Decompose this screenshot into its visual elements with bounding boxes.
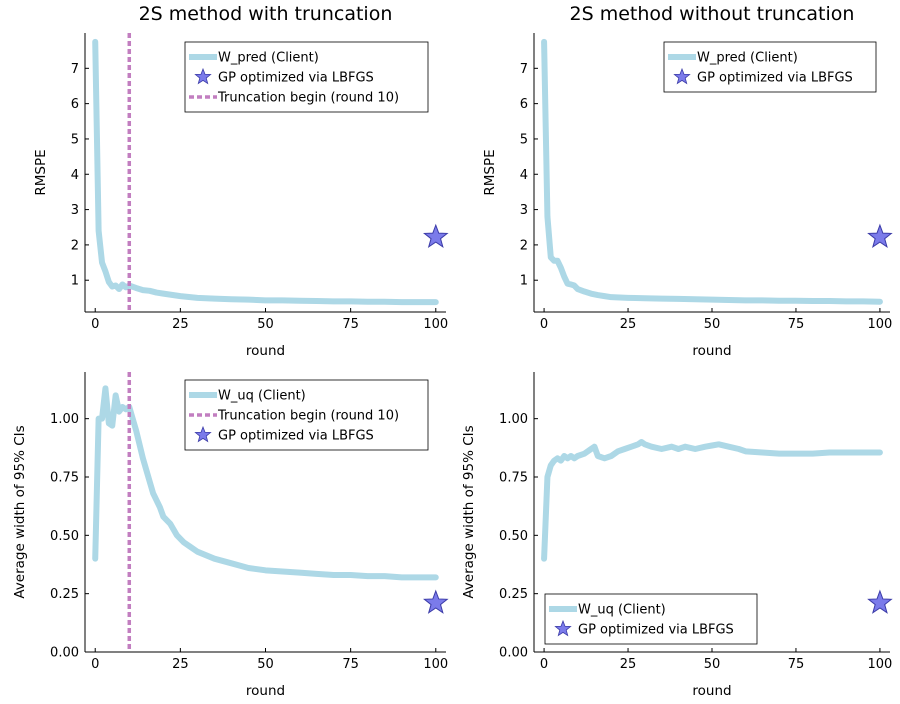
x-tick-label: 100: [868, 657, 893, 672]
gp-point-star: [867, 589, 893, 614]
y-tick-label: 3: [520, 203, 528, 218]
legend: W_uq (Client) Truncation begin (round 10)…: [184, 379, 429, 451]
x-axis-label: round: [692, 343, 731, 359]
legend-box: [663, 41, 877, 93]
y-tick-label: 0.50: [50, 529, 79, 544]
y-axis-label: RMSPE: [33, 149, 49, 195]
x-tick-label: 50: [257, 317, 274, 332]
y-tick-label: 7: [520, 62, 528, 77]
chart-panel-1: 2S method with truncation 0 25 50 75 100 1 2 3 4 5…: [33, 3, 449, 359]
y-tick-label: 1: [520, 274, 528, 289]
legend-gp-star-icon: [554, 619, 572, 637]
x-tick-label: 50: [257, 657, 274, 672]
y-tick-label: 4: [520, 168, 528, 183]
x-tick-label: 75: [342, 657, 359, 672]
legend-gp-star-icon: [194, 425, 212, 443]
x-tick-label: 100: [423, 657, 448, 672]
y-tick-label: 2: [520, 238, 528, 253]
gp-point-star: [422, 223, 449, 249]
chart-title: 2S method without truncation: [570, 3, 855, 25]
y-tick-label: 7: [71, 62, 79, 77]
chart-panel-3: 0 25 50 75 100 0.00 0.25 0.50 0.75 1.00 round Avera…: [12, 372, 449, 699]
x-tick-label: 25: [620, 657, 637, 672]
x-tick-label: 100: [423, 317, 448, 332]
legend: W_pred (Client) GP optimized via LBFGS Tru…: [184, 41, 429, 113]
x-tick-label: 100: [868, 317, 893, 332]
y-axis-label: Average width of 95% CIs: [461, 425, 477, 598]
legend: W_pred (Client) GP optimized via LBFGS: [663, 41, 877, 93]
y-tick-label: 6: [520, 97, 528, 112]
x-axis-label: round: [246, 683, 285, 699]
gp-point-star: [867, 223, 893, 249]
x-tick-label: 0: [91, 657, 99, 672]
y-tick-label: 0.75: [50, 471, 79, 486]
y-tick-label: 0.00: [499, 646, 528, 661]
y-tick-label: 1: [71, 274, 79, 289]
y-tick-label: 4: [71, 168, 79, 183]
legend-box: [544, 593, 758, 645]
legend-entry-label: GP optimized via LBFGS: [218, 429, 374, 444]
x-tick-label: 75: [342, 317, 359, 332]
y-tick-label: 0.00: [50, 646, 79, 661]
y-tick-label: 5: [71, 132, 79, 147]
legend-gp-star-icon: [194, 67, 212, 85]
chart-title: 2S method with truncation: [139, 3, 393, 25]
legend-entry-label: GP optimized via LBFGS: [697, 71, 853, 86]
y-tick-label: 6: [71, 97, 79, 112]
x-tick-label: 0: [540, 657, 548, 672]
y-tick-label: 3: [71, 203, 79, 218]
x-tick-label: 75: [788, 657, 805, 672]
legend-entry-label: Truncation begin (round 10): [217, 91, 399, 106]
x-axis-label: round: [692, 683, 731, 699]
legend-entry-label: W_pred (Client): [218, 51, 319, 66]
x-tick-label: 25: [620, 317, 637, 332]
legend-entry-label: W_pred (Client): [697, 51, 798, 66]
y-tick-label: 1.00: [499, 412, 528, 427]
y-tick-label: 0.25: [50, 587, 79, 602]
y-tick-label: 0.75: [499, 471, 528, 486]
y-tick-label: 0.25: [499, 587, 528, 602]
x-tick-label: 25: [172, 317, 189, 332]
x-tick-label: 0: [540, 317, 548, 332]
legend: W_uq (Client) GP optimized via LBFGS: [544, 593, 758, 645]
series-line-client: [541, 38, 883, 305]
legend-entry-label: GP optimized via LBFGS: [578, 623, 734, 638]
legend-entry-label: W_uq (Client): [218, 389, 306, 404]
legend-entry-label: W_uq (Client): [578, 603, 666, 618]
x-axis-label: round: [246, 343, 285, 359]
x-tick-label: 50: [704, 657, 721, 672]
x-tick-label: 75: [788, 317, 805, 332]
gp-point-star: [422, 589, 449, 614]
y-tick-label: 5: [520, 132, 528, 147]
legend-box: [184, 379, 429, 451]
y-tick-label: 1.00: [50, 412, 79, 427]
legend-gp-star-icon: [673, 67, 691, 85]
legend-entry-label: Truncation begin (round 10): [217, 409, 399, 424]
x-tick-label: 50: [704, 317, 721, 332]
x-tick-label: 0: [91, 317, 99, 332]
series-line-client: [92, 385, 439, 581]
y-tick-label: 2: [71, 238, 79, 253]
y-axis-label: RMSPE: [482, 149, 498, 195]
y-axis-label: Average width of 95% CIs: [12, 425, 28, 598]
series-line-client: [92, 38, 439, 306]
chart-panel-4: 0 25 50 75 100 0.00 0.25 0.50 0.75 1.00 round Avera…: [461, 372, 893, 699]
y-tick-label: 0.50: [499, 529, 528, 544]
legend-entry-label: GP optimized via LBFGS: [218, 71, 374, 86]
series-line-client: [541, 439, 883, 562]
x-tick-label: 25: [172, 657, 189, 672]
legend-box: [184, 41, 429, 113]
